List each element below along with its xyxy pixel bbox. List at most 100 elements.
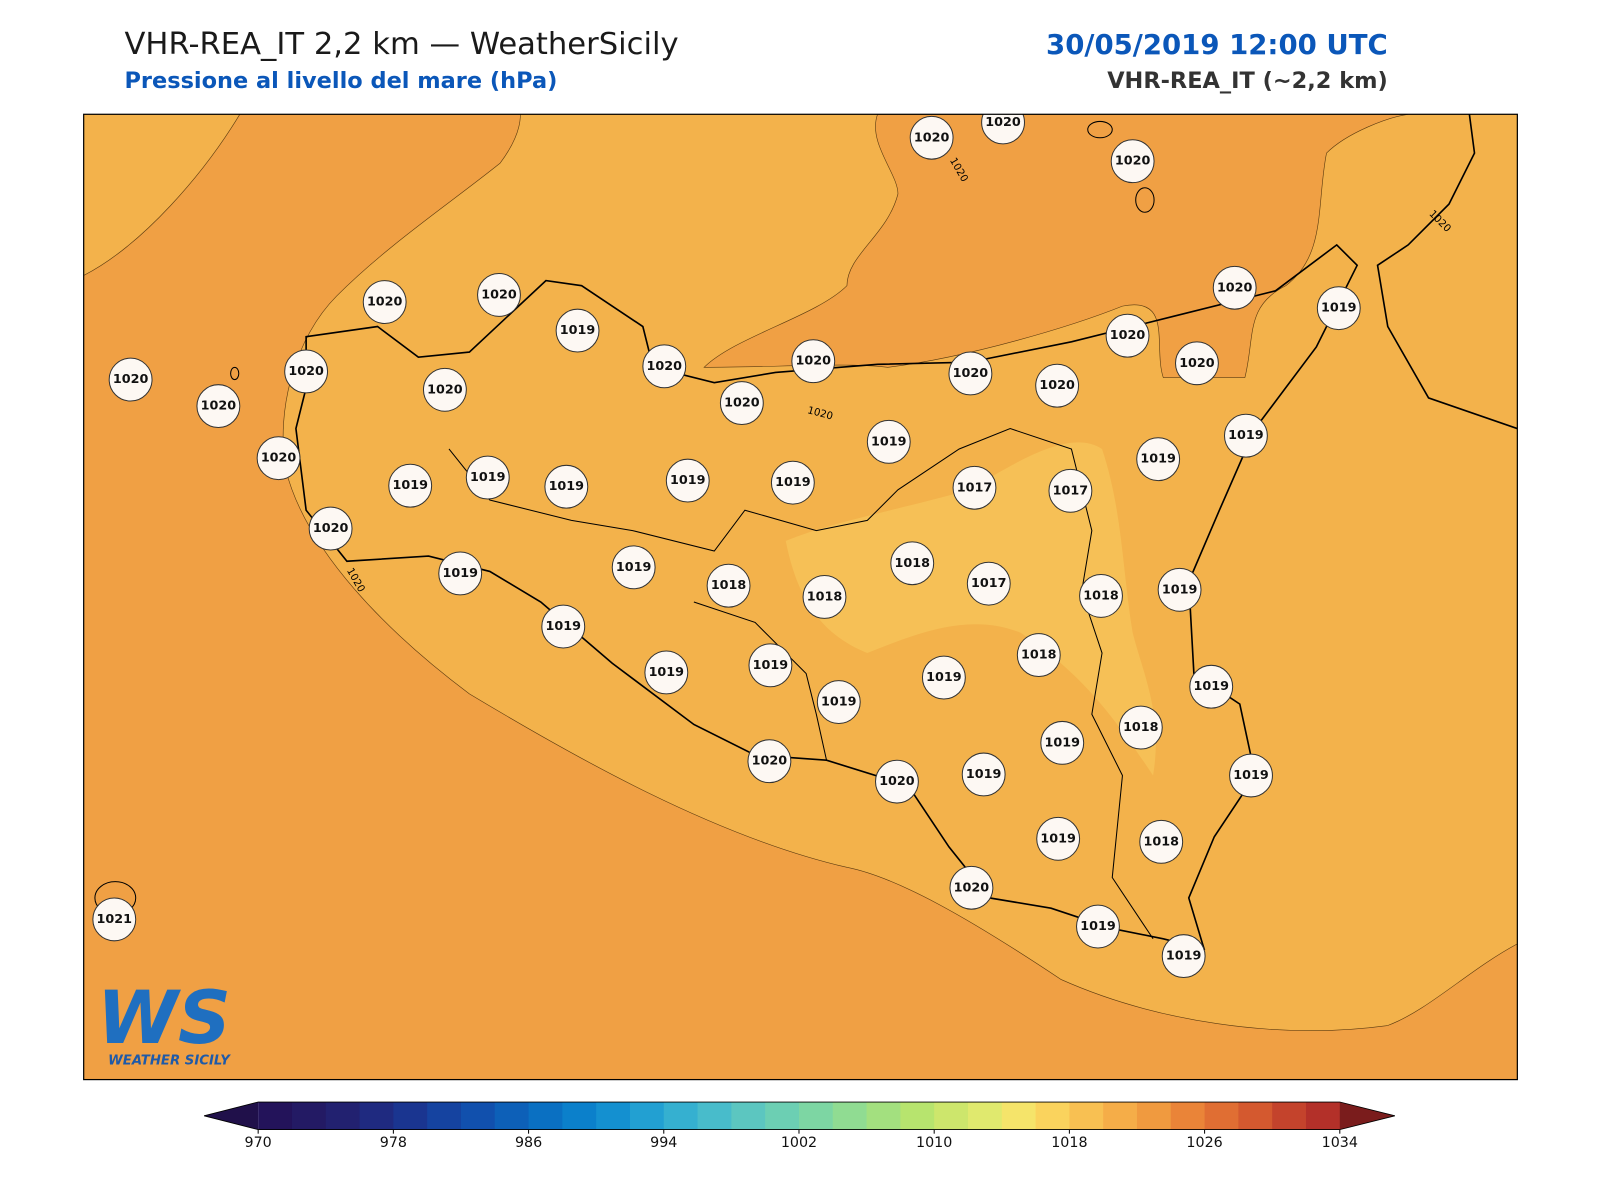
- station-value: 1018: [711, 578, 747, 593]
- colorbar-segment: [967, 1102, 1003, 1130]
- station-marker: [719, 381, 764, 425]
- colorbar-segment: [460, 1102, 496, 1130]
- colorbar-segment: [1136, 1102, 1172, 1130]
- colorbar: 970 978 986 994 1002 1010 1018 1026 1034: [203, 1101, 1395, 1151]
- station-value: 1018: [807, 589, 843, 604]
- station-value: 1020: [427, 382, 463, 397]
- colorbar-segment: [325, 1102, 361, 1130]
- station: 1021: [92, 897, 137, 942]
- colorbar-segment: [731, 1102, 766, 1130]
- subtitle: Pressione al livello del mare (hPa): [124, 68, 557, 94]
- station: 1019: [1040, 720, 1085, 765]
- map-frame: [83, 113, 1518, 1081]
- logo-text: WEATHER SICILY: [108, 1053, 231, 1068]
- station-marker: [747, 739, 792, 784]
- station: 1019: [1316, 286, 1361, 331]
- station-value: 1018: [894, 556, 930, 571]
- station: 1019: [1076, 904, 1120, 949]
- station-marker: [1136, 437, 1181, 482]
- model: VHR-REA_IT (~2,2 km): [1107, 68, 1388, 94]
- station: 1019: [665, 458, 710, 503]
- station: 1017: [1048, 468, 1093, 513]
- colorbar-segment: [1170, 1102, 1206, 1130]
- station-value: 1020: [313, 521, 349, 536]
- station: 1019: [1157, 567, 1202, 612]
- station-marker: [909, 115, 954, 160]
- station-marker: [196, 384, 241, 429]
- station-marker: [1157, 567, 1202, 612]
- colorbar-segment: [1238, 1102, 1273, 1130]
- station: 1020: [422, 367, 467, 412]
- colorbar-tick-label: 1018: [1051, 1135, 1087, 1151]
- colorbar-tick-label: 978: [380, 1135, 407, 1151]
- colorbar-segment: [359, 1102, 394, 1130]
- station-marker: [875, 759, 919, 804]
- station-value: 1019: [1321, 301, 1357, 316]
- station-value: 1019: [1193, 679, 1229, 694]
- colorbar-tick-label: 1026: [1186, 1135, 1222, 1151]
- station-value: 1018: [1123, 720, 1159, 735]
- station-marker: [748, 643, 793, 688]
- colorbar-segment: [1305, 1102, 1341, 1130]
- station-marker: [388, 463, 433, 508]
- station-value: 1020: [796, 354, 832, 369]
- station-marker: [949, 865, 994, 910]
- field-light: [785, 442, 1156, 776]
- station: 1019: [1229, 753, 1273, 798]
- station-value: 1019: [392, 478, 428, 493]
- station: 1018: [802, 575, 847, 619]
- station: 1020: [362, 280, 407, 324]
- station-marker: [1040, 720, 1085, 765]
- colorbar-tick-label: 986: [515, 1135, 542, 1151]
- station-value: 1017: [957, 480, 992, 495]
- colorbar-segment: [900, 1102, 935, 1130]
- station: 1020: [256, 436, 301, 481]
- station: 1019: [748, 643, 793, 688]
- colorbar-tick-label: 1002: [781, 1135, 817, 1151]
- colorbar-segment: [393, 1102, 428, 1130]
- station-value: 1020: [288, 364, 324, 379]
- colorbar-segment: [866, 1102, 901, 1130]
- station-marker: [541, 604, 586, 649]
- station-marker: [890, 541, 935, 586]
- border: [693, 601, 828, 761]
- station-value: 1019: [775, 475, 811, 490]
- station-marker: [966, 561, 1011, 606]
- station-value: 1019: [442, 566, 478, 581]
- island: [1087, 120, 1113, 139]
- colorbar-segment: [1069, 1102, 1104, 1130]
- station-marker: [438, 551, 483, 596]
- station: 1019: [644, 650, 689, 695]
- station-marker: [1118, 705, 1163, 750]
- colorbar-segment: [528, 1102, 563, 1130]
- station-marker: [948, 351, 993, 396]
- station-marker: [1139, 819, 1184, 864]
- colorbar-segment: [596, 1102, 631, 1130]
- island: [1135, 187, 1155, 213]
- station-marker: [1076, 904, 1120, 949]
- station-value: 1019: [1228, 428, 1264, 443]
- station-value: 1019: [1166, 949, 1202, 964]
- station-marker: [802, 575, 847, 619]
- station-value: 1019: [1233, 768, 1269, 783]
- station: 1020: [308, 506, 353, 551]
- station-value: 1020: [752, 754, 788, 769]
- station-value: 1020: [647, 359, 683, 374]
- station-marker: [1175, 341, 1219, 386]
- station-value: 1019: [753, 658, 789, 673]
- field-dark: [703, 114, 1409, 378]
- colorbar-over: [1339, 1102, 1395, 1130]
- colorbar-segment: [1103, 1102, 1138, 1130]
- station-value: 1020: [1217, 280, 1253, 295]
- station-value: 1019: [926, 670, 962, 685]
- title: VHR-REA_IT 2,2 km — WeatherSicily: [124, 27, 678, 62]
- station-value: 1019: [966, 767, 1002, 782]
- station-marker: [108, 357, 153, 402]
- station-value: 1019: [871, 434, 907, 449]
- station: 1019: [1161, 934, 1206, 979]
- station: 1019: [438, 551, 483, 596]
- station: 1020: [1212, 265, 1257, 310]
- station-value: 1020: [953, 366, 989, 381]
- border: [448, 428, 1154, 940]
